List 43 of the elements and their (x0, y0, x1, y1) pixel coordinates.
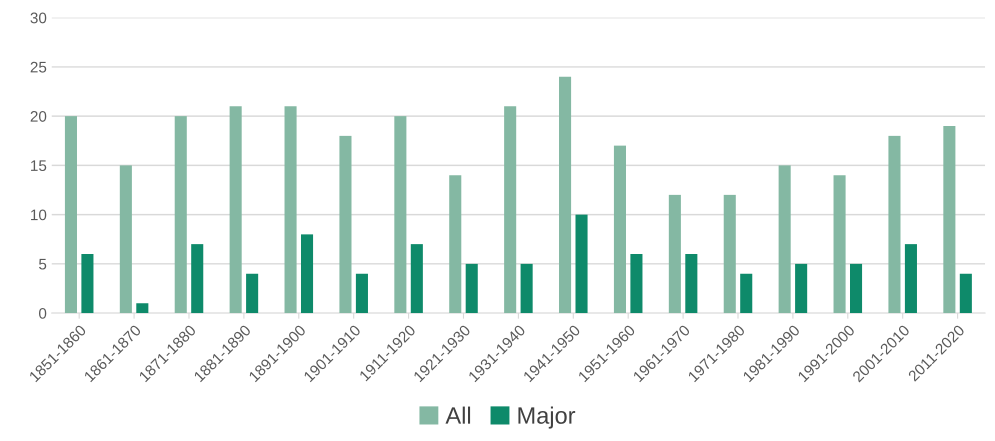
bar (356, 274, 368, 314)
bar (410, 244, 423, 314)
bar (943, 126, 956, 314)
bar (778, 165, 791, 314)
y-tick-label: 20 (30, 111, 46, 122)
legend-label: All (445, 406, 470, 424)
bar (520, 264, 533, 314)
bar (575, 214, 588, 314)
y-tick-label: 15 (31, 160, 46, 172)
bar (120, 165, 132, 314)
bar (64, 116, 77, 314)
bar (960, 274, 972, 314)
bar (246, 274, 258, 314)
bar (668, 194, 681, 314)
y-tick-label: 25 (30, 62, 46, 73)
bar (191, 244, 204, 314)
bar (888, 136, 901, 314)
bar (904, 244, 917, 314)
y-tick-label: 0 (38, 308, 46, 319)
bar (740, 274, 752, 314)
bar (230, 106, 242, 314)
bar (136, 303, 148, 314)
y-tick-label: 10 (31, 209, 46, 220)
bar (559, 76, 572, 314)
bar (81, 254, 94, 314)
bar (834, 175, 846, 314)
bar (339, 136, 352, 314)
bar (466, 264, 478, 314)
bar (724, 194, 736, 314)
bar (795, 264, 808, 314)
bar (504, 106, 516, 314)
bar (449, 175, 462, 314)
bar (685, 254, 698, 314)
y-tick-label: 5 (38, 258, 46, 270)
bar (284, 106, 297, 314)
bar (850, 264, 862, 314)
bar (394, 116, 406, 314)
bar (614, 146, 626, 314)
y-tick-label: 30 (30, 12, 46, 24)
legend-label: Major (518, 406, 576, 429)
bar (174, 116, 187, 314)
bar (300, 234, 314, 314)
bar (630, 254, 642, 314)
